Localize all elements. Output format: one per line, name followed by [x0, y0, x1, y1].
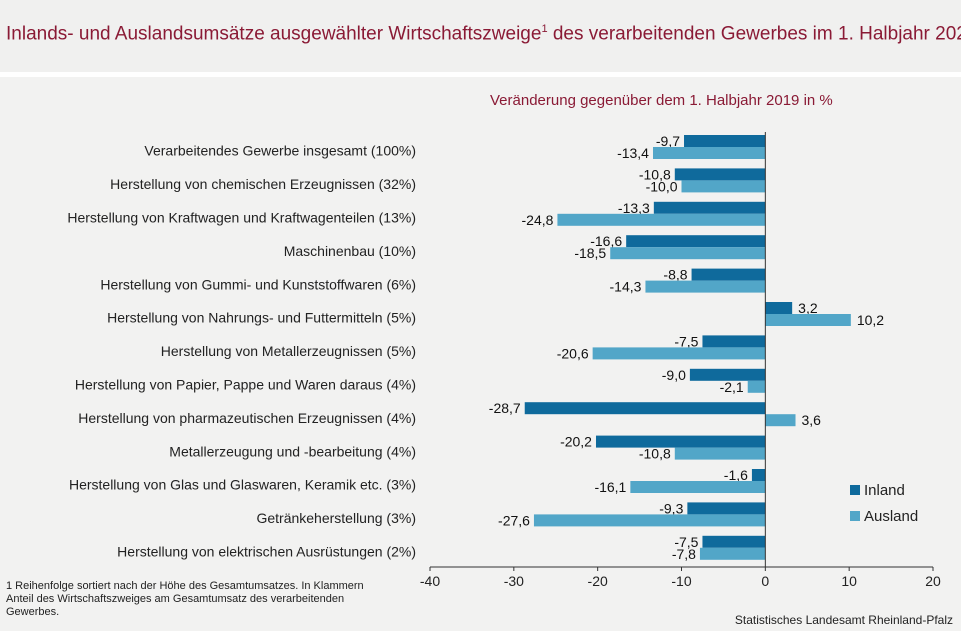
category-label: Herstellung von Kraftwagen und Kraftwage… — [67, 210, 416, 226]
value-label: 3,2 — [798, 300, 818, 316]
bar-ausland — [765, 314, 851, 326]
bar-inland — [653, 201, 766, 214]
chart-subtitle: Veränderung gegenüber dem 1. Halbjahr 20… — [490, 92, 833, 109]
value-label: 10,2 — [857, 312, 884, 328]
value-label: -9,3 — [659, 500, 683, 516]
category-label: Herstellung von pharmazeutischen Erzeugn… — [78, 410, 416, 426]
value-label: -20,6 — [557, 345, 589, 361]
legend-swatch-ausland — [850, 511, 860, 521]
value-label: -28,7 — [489, 400, 521, 416]
value-label: -7,5 — [674, 333, 698, 349]
value-label: -13,4 — [617, 145, 649, 161]
bar-inland — [751, 469, 766, 481]
bar-inland — [691, 268, 766, 281]
value-label: -9,7 — [656, 133, 680, 149]
bar-inland — [524, 402, 766, 415]
bar-ausland — [652, 147, 766, 159]
category-label: Herstellung von Papier, Pappe und Waren … — [75, 377, 416, 393]
bar-ausland — [610, 247, 766, 260]
category-label: Getränkeherstellung (3%) — [256, 510, 416, 526]
bar-inland — [687, 502, 766, 515]
legend-swatch-inland — [850, 485, 860, 495]
category-label: Herstellung von elektrischen Ausrüstunge… — [117, 544, 416, 560]
category-label: Verarbeitendes Gewerbe insgesamt (100%) — [144, 143, 416, 159]
bar-ausland — [681, 180, 766, 193]
bar-inland — [626, 235, 766, 248]
category-label: Herstellung von Metallerzeugnissen (5%) — [161, 343, 416, 359]
chart-title: Inlands- und Auslandsumsätze ausgewählte… — [6, 23, 961, 45]
value-label: -16,6 — [590, 233, 622, 249]
value-label: -24,8 — [522, 212, 554, 228]
bar-ausland — [533, 514, 766, 527]
category-label: Metallerzeugung und -bearbeitung (4%) — [169, 443, 416, 459]
value-label: 3,6 — [802, 412, 822, 428]
category-label: Herstellung von Glas und Glaswaren, Kera… — [69, 477, 416, 493]
value-label: -7,5 — [674, 534, 698, 550]
x-tick-label: -40 — [420, 573, 440, 589]
chart-panel — [0, 77, 961, 631]
x-tick-label: 20 — [925, 573, 941, 589]
value-label: -10,8 — [639, 166, 671, 182]
x-tick-label: -30 — [504, 573, 524, 589]
value-label: -1,6 — [724, 467, 748, 483]
footnote: 1 Reihenfolge sortiert nach der Höhe des… — [6, 580, 364, 618]
bar-ausland — [765, 414, 796, 427]
value-label: -10,0 — [646, 178, 678, 194]
source-credit: Statistisches Landesamt Rheinland-Pfalz — [734, 613, 953, 627]
value-label: -27,6 — [498, 512, 530, 528]
chart-title-rest: des verarbeitenden Gewerbes im 1. Halbja… — [547, 23, 961, 45]
x-tick-label: -10 — [671, 573, 691, 589]
value-label: -14,3 — [610, 279, 642, 295]
x-tick-label: 0 — [761, 573, 769, 589]
value-label: -18,5 — [574, 245, 606, 261]
category-label: Herstellung von Gummi- und Kunststoffwar… — [100, 276, 416, 292]
value-label: -20,2 — [560, 434, 592, 450]
legend-label-inland: Inland — [864, 482, 905, 499]
chart-title-main: Inlands- und Auslandsumsätze ausgewählte… — [6, 23, 542, 45]
value-label: -2,1 — [720, 379, 744, 395]
category-label: Herstellung von chemischen Erzeugnissen … — [110, 176, 416, 192]
x-tick-label: 10 — [841, 573, 857, 589]
bar-ausland — [674, 447, 766, 460]
bar-inland — [702, 535, 766, 548]
value-label: -7,8 — [672, 546, 696, 562]
value-label: -8,8 — [663, 267, 687, 283]
bar-inland — [684, 135, 766, 147]
bar-inland — [765, 302, 793, 314]
bar-inland — [689, 368, 766, 381]
bar-ausland — [747, 380, 766, 393]
bar-ausland — [592, 347, 766, 360]
value-label: -10,8 — [639, 446, 671, 462]
bar-ausland — [699, 547, 766, 560]
value-label: -16,1 — [594, 479, 626, 495]
bar-ausland — [630, 481, 766, 493]
bar-inland — [702, 335, 766, 348]
category-label: Herstellung von Nahrungs- und Futtermitt… — [107, 310, 416, 326]
bar-ausland — [645, 280, 766, 293]
value-label: -13,3 — [618, 200, 650, 216]
bar-inland — [674, 168, 766, 181]
title-bar: Inlands- und Auslandsumsätze ausgewählte… — [0, 0, 961, 70]
title-footnote-marker: 1 — [541, 23, 548, 35]
category-label: Maschinenbau (10%) — [284, 243, 416, 259]
bar-inland — [595, 435, 766, 448]
value-label: -9,0 — [662, 367, 686, 383]
legend-label-ausland: Ausland — [864, 508, 918, 525]
x-tick-label: -20 — [588, 573, 608, 589]
title-divider — [0, 72, 961, 77]
bar-ausland — [557, 213, 766, 226]
